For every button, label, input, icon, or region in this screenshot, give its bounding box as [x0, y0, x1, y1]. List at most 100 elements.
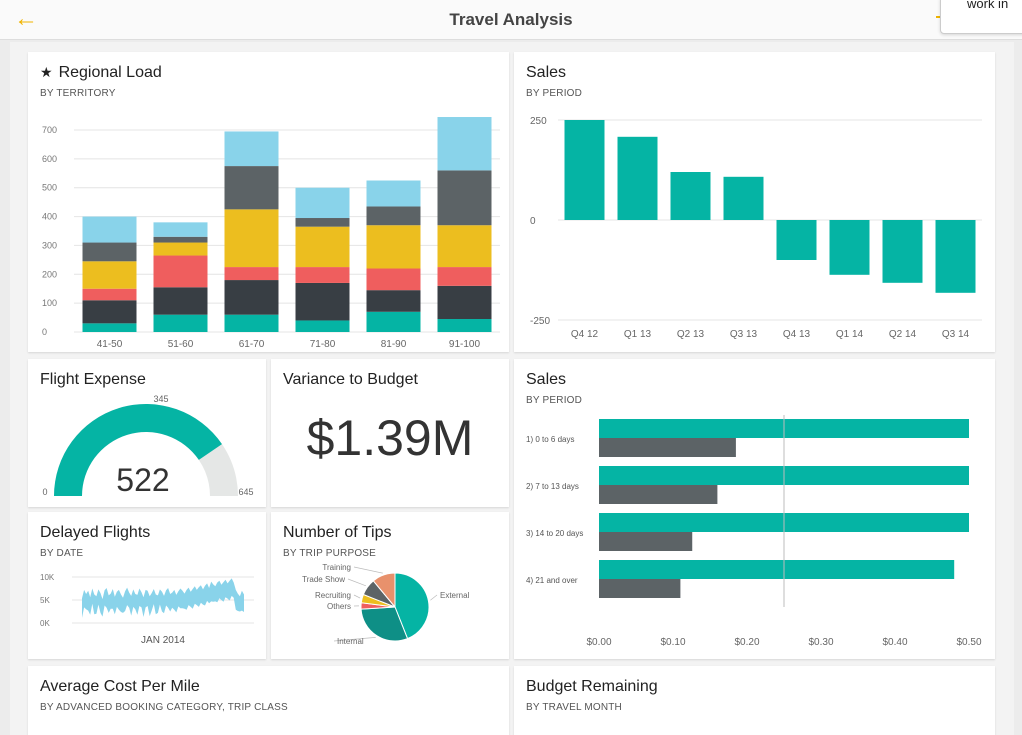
x-tick-label: Q1 13: [624, 329, 652, 340]
x-tick-label: Q4 12: [571, 329, 599, 340]
bar-segment-light_blue: [437, 117, 492, 171]
tile-sales-period[interactable]: Sales BY PERIOD 250 0 -250 Q4 12 Q1 13 Q2 13 Q…: [514, 52, 995, 352]
gauge-target-label: 345: [153, 394, 168, 404]
bar-teal: [599, 560, 955, 579]
bar-segment-teal: [295, 320, 350, 332]
y-category-label: 3) 14 to 20 days: [526, 529, 583, 538]
bar-segment-yellow: [82, 261, 137, 289]
pie-leader-line: [333, 637, 376, 642]
y-tick-label: 10K: [40, 573, 55, 582]
y-tick-label: 5K: [40, 596, 50, 605]
tile-budget-remaining[interactable]: Budget Remaining BY TRAVEL MONTH: [514, 666, 995, 735]
bar-segment-teal: [153, 314, 208, 332]
popover[interactable]: work in: [940, 0, 1022, 34]
bar-segment-yellow: [437, 225, 492, 268]
bar-segment-light_blue: [82, 216, 137, 243]
tips-pie-chart: External Internal Others Recruiting Trade Sh…: [302, 563, 469, 646]
tile-title-text: Regional Load: [58, 64, 162, 81]
bar-gray: [599, 438, 736, 457]
tile-subtitle: BY ADVANCED BOOKING CATEGORY, TRIP CLASS: [40, 702, 288, 713]
pie-slice: [360, 606, 409, 642]
bar: [723, 176, 764, 220]
tile-average-cost[interactable]: Average Cost Per Mile BY ADVANCED BOOKIN…: [28, 666, 509, 735]
bar-segment-red: [437, 267, 492, 286]
back-arrow-icon[interactable]: ←: [14, 5, 38, 32]
bar-segment-teal: [437, 319, 492, 332]
bar-segment-gray: [366, 206, 421, 226]
bar-segment-light_blue: [224, 131, 279, 167]
tile-flight-expense[interactable]: Flight Expense 345 0 645 522: [28, 359, 266, 507]
tile-delayed-flights[interactable]: Delayed Flights BY DATE 10K 5K 0K JAN 2014: [28, 512, 266, 659]
pie-slice: [372, 572, 396, 609]
tile-number-of-tips[interactable]: Number of Tips BY TRIP PURPOSE External I…: [271, 512, 509, 659]
x-tick-label: Q4 13: [783, 329, 811, 340]
bar: [617, 136, 658, 220]
star-icon[interactable]: ★: [40, 64, 53, 80]
bar: [670, 172, 711, 220]
x-tick-label: $0.10: [660, 637, 685, 648]
y-category-label: 4) 21 and over: [526, 576, 578, 585]
tile-subtitle: BY DATE: [40, 548, 84, 559]
y-tick-label: 200: [42, 269, 57, 279]
tile-title: Sales: [526, 371, 567, 388]
top-bar: ← Travel Analysis: [0, 0, 1022, 40]
gauge-fill: [54, 404, 222, 496]
y-tick-label: 700: [42, 125, 57, 135]
gauge-max-label: 645: [238, 487, 253, 497]
pie-label: Trade Show: [302, 575, 345, 584]
pie-leader-line: [353, 594, 361, 599]
flight-expense-gauge: 345 0 645 522: [42, 394, 253, 498]
y-tick-label: 300: [42, 240, 57, 250]
tile-subtitle: BY TRIP PURPOSE: [283, 548, 377, 559]
bar: [776, 220, 817, 260]
tile-title: Delayed Flights: [40, 524, 151, 541]
bar-segment-dark: [437, 285, 492, 320]
x-tick-label: $0.50: [956, 637, 981, 648]
delayed-flights-chart: 10K 5K 0K JAN 2014: [40, 573, 254, 646]
bar-segment-gray: [295, 218, 350, 227]
tile-title: Number of Tips: [283, 524, 392, 541]
y-tick-label: 0: [42, 327, 47, 337]
sales-period-chart: 250 0 -250 Q4 12 Q1 13 Q2 13 Q3 13 Q4 13 Q1 14 Q2…: [530, 116, 982, 340]
dashboard-canvas: ★ Regional Load BY TERRITORY 0 100 200 300 40…: [10, 42, 1014, 735]
tile-title: Average Cost Per Mile: [40, 678, 200, 695]
x-tick-label: $0.00: [586, 637, 611, 648]
tile-subtitle: BY PERIOD: [526, 395, 583, 406]
pie-label: Internal: [337, 637, 364, 646]
pie-label: Others: [327, 602, 351, 611]
bar-segment-gray: [224, 166, 279, 210]
x-tick-label: 61-70: [239, 339, 265, 350]
regional-load-chart: 0 100 200 300 400 500 600 700 41-50 51-60 61-70 71-…: [42, 117, 500, 350]
y-tick-label: 600: [42, 154, 57, 164]
x-tick-label: 51-60: [168, 339, 194, 350]
x-tick-label: 71-80: [310, 339, 336, 350]
tile-subtitle: BY TERRITORY: [40, 88, 116, 99]
pie-slice: [394, 572, 430, 640]
bar-segment-dark: [224, 280, 279, 315]
tile-variance[interactable]: Variance to Budget $1.39M: [271, 359, 509, 507]
y-tick-label: 0K: [40, 619, 50, 628]
bar-segment-yellow: [366, 225, 421, 269]
bar-segment-yellow: [153, 242, 208, 256]
tile-title: Variance to Budget: [283, 371, 418, 388]
x-tick-label: $0.30: [808, 637, 833, 648]
bar-segment-yellow: [295, 226, 350, 268]
tile-title: Flight Expense: [40, 371, 146, 388]
bar-segment-yellow: [224, 209, 279, 268]
tile-title: Sales: [526, 64, 567, 81]
tile-regional-load[interactable]: ★ Regional Load BY TERRITORY 0 100 200 300 40…: [28, 52, 509, 352]
x-tick-label: Q3 13: [730, 329, 758, 340]
bar-segment-teal: [224, 314, 279, 332]
sales-horizontal-chart: 1) 0 to 6 days 2) 7 to 13 days 3) 14 to 20…: [526, 415, 982, 648]
bar-segment-light_blue: [366, 180, 421, 207]
tile-subtitle: BY TRAVEL MONTH: [526, 702, 622, 713]
bar-segment-dark: [153, 287, 208, 315]
tile-sales-horizontal[interactable]: Sales BY PERIOD 1) 0 to 6 days 2) 7 to 13…: [514, 359, 995, 659]
bar: [564, 120, 605, 220]
bar-gray: [599, 485, 718, 504]
y-tick-label: -250: [530, 316, 550, 327]
bar-segment-red: [82, 288, 137, 301]
pie-leader-line: [353, 566, 383, 574]
x-tick-label: 81-90: [381, 339, 407, 350]
bar-segment-gray: [82, 242, 137, 262]
